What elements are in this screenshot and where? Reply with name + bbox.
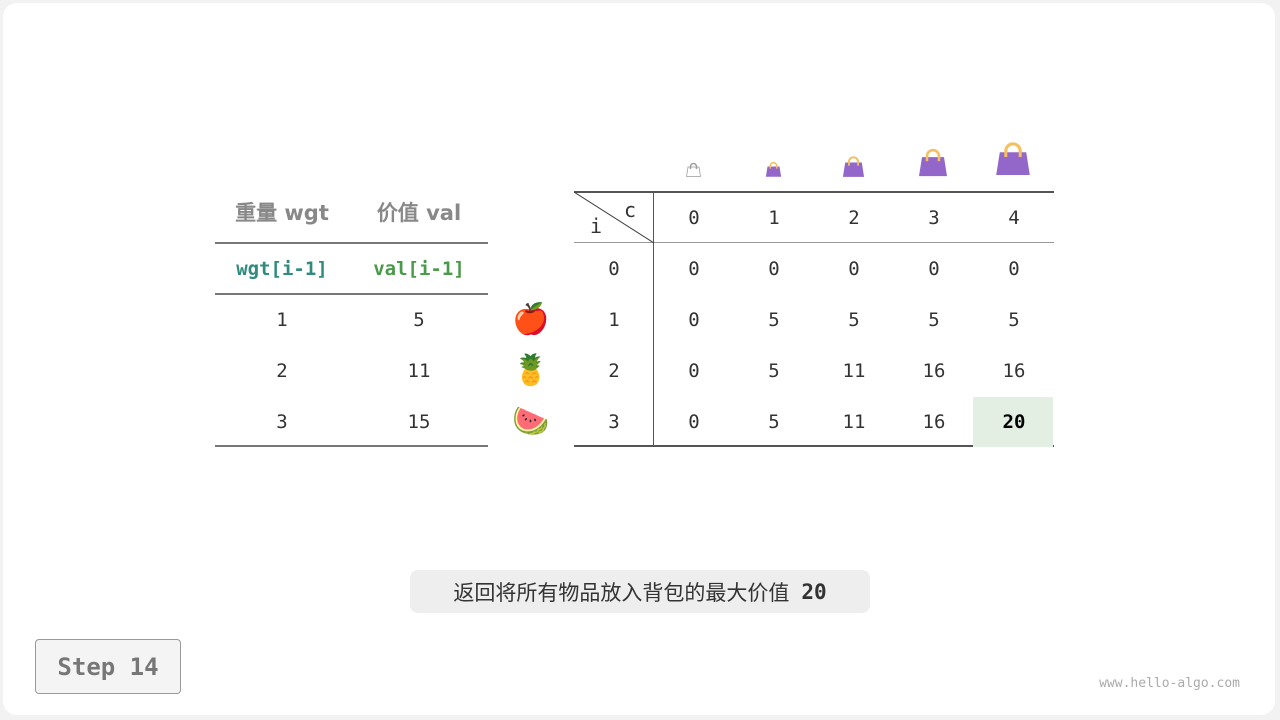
dp-cell: 16 bbox=[1002, 359, 1026, 382]
dp-cell: 20 bbox=[1002, 410, 1026, 433]
dp-cell: 11 bbox=[842, 359, 866, 382]
dp-cell: 0 bbox=[1008, 257, 1020, 280]
divider bbox=[215, 445, 488, 447]
row-header: 0 bbox=[608, 257, 620, 280]
dp-cell: 0 bbox=[768, 257, 780, 280]
caption-box: 返回将所有物品放入背包的最大价值 20 bbox=[410, 570, 870, 613]
bag-icon bbox=[765, 162, 781, 177]
header-cell: 重量 wgt bbox=[235, 200, 329, 225]
divider bbox=[574, 445, 1054, 447]
corner-col-label: c bbox=[624, 198, 637, 222]
col-header: 4 bbox=[1008, 206, 1020, 229]
dp-cell: 5 bbox=[768, 410, 780, 433]
item-cell: 15 bbox=[407, 410, 431, 433]
apple-icon: 🍎 bbox=[512, 302, 550, 337]
watermelon-icon: 🍉 bbox=[512, 404, 550, 439]
dp-cell: 0 bbox=[928, 257, 940, 280]
dp-cell: 5 bbox=[848, 308, 860, 331]
dp-cell: 11 bbox=[842, 410, 866, 433]
divider bbox=[215, 242, 488, 244]
dp-cell: 16 bbox=[922, 410, 946, 433]
dp-cell: 5 bbox=[1008, 308, 1020, 331]
bag-icon bbox=[685, 163, 701, 178]
bag-icon bbox=[996, 142, 1030, 176]
corner-diagonal bbox=[574, 192, 654, 243]
item-cell: 11 bbox=[407, 359, 431, 382]
col-header: 1 bbox=[768, 206, 780, 229]
dp-cell: 5 bbox=[768, 308, 780, 331]
subheader-cell: wgt[i-1] bbox=[236, 257, 328, 280]
dp-cell: 0 bbox=[688, 257, 700, 280]
item-cell: 3 bbox=[276, 410, 288, 433]
col-header: 3 bbox=[928, 206, 940, 229]
row-header: 1 bbox=[608, 308, 620, 331]
divider bbox=[574, 191, 1054, 193]
col-header: 0 bbox=[688, 206, 700, 229]
dp-cell: 16 bbox=[922, 359, 946, 382]
dp-cell: 0 bbox=[688, 410, 700, 433]
row-header: 2 bbox=[608, 359, 620, 382]
subheader-cell: val[i-1] bbox=[373, 257, 465, 280]
vertical-divider bbox=[653, 192, 654, 446]
dp-cell: 5 bbox=[768, 359, 780, 382]
caption-text: 返回将所有物品放入背包的最大价值 bbox=[453, 580, 790, 605]
bag-icon bbox=[842, 155, 864, 177]
bag-icon bbox=[919, 148, 947, 176]
dp-cell: 5 bbox=[928, 308, 940, 331]
item-cell: 5 bbox=[413, 308, 425, 331]
col-header: 2 bbox=[848, 206, 860, 229]
highlight-cell-bg bbox=[973, 397, 1053, 447]
dp-cell: 0 bbox=[688, 359, 700, 382]
dp-cell: 0 bbox=[848, 257, 860, 280]
caption-value: 20 bbox=[801, 579, 827, 604]
pineapple-icon: 🍍 bbox=[512, 353, 550, 388]
header-cell: 价值 val bbox=[376, 200, 462, 225]
item-cell: 1 bbox=[276, 308, 288, 331]
row-header: 3 bbox=[608, 410, 620, 433]
corner-row-label: i bbox=[590, 214, 603, 238]
item-cell: 2 bbox=[276, 359, 288, 382]
step-label: Step 14 bbox=[35, 639, 181, 694]
dp-cell: 0 bbox=[688, 308, 700, 331]
divider bbox=[215, 293, 488, 295]
divider bbox=[574, 242, 1054, 243]
watermark: www.hello-algo.com bbox=[1099, 676, 1240, 691]
